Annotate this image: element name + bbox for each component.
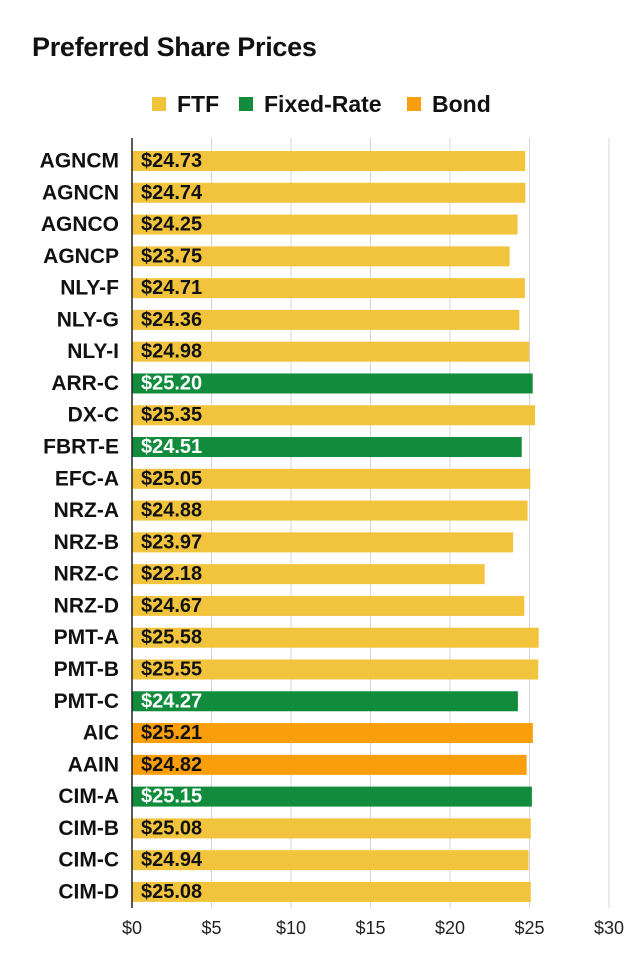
bar <box>132 405 536 426</box>
chart-title: Preferred Share Prices <box>32 32 317 62</box>
legend-item-fixed-rate: Fixed-Rate <box>239 88 382 120</box>
legend-swatch-ftf <box>152 97 166 111</box>
value-label: $23.75 <box>141 245 202 267</box>
category-label: CIM-A <box>58 785 119 808</box>
category-label: NRZ-A <box>54 499 119 522</box>
value-label: $25.15 <box>141 786 202 808</box>
value-label: $24.71 <box>141 277 202 299</box>
legend-item-bond: Bond <box>407 88 491 120</box>
bar <box>132 564 485 585</box>
x-tick-label: $0 <box>122 918 142 938</box>
value-label: $25.08 <box>141 881 202 903</box>
bar <box>132 151 526 171</box>
bar <box>132 182 526 203</box>
category-label: NLY-I <box>67 340 119 363</box>
legend-label-ftf: FTF <box>177 90 220 117</box>
legend-label-bond: Bond <box>432 90 491 117</box>
bar <box>132 659 539 680</box>
bar <box>132 595 525 616</box>
value-label: $25.05 <box>141 468 202 490</box>
bar <box>132 373 533 394</box>
category-label: NLY-F <box>60 277 119 300</box>
category-label: AGNCP <box>43 245 119 268</box>
category-label: NLY-G <box>57 308 119 331</box>
value-label: $25.55 <box>141 658 202 680</box>
x-tick-label: $10 <box>276 918 306 938</box>
legend-label-fixed-rate: Fixed-Rate <box>264 90 382 117</box>
category-label: NRZ-B <box>54 531 119 554</box>
x-tick-label: $25 <box>514 918 544 938</box>
value-label: $24.98 <box>141 341 202 363</box>
category-label: AGNCN <box>42 181 119 204</box>
bar <box>132 532 514 553</box>
x-tick-label: $15 <box>355 918 385 938</box>
legend-item-ftf: FTF <box>152 88 219 120</box>
legend-swatch-bond <box>407 97 421 111</box>
bar <box>132 818 531 839</box>
bar <box>132 500 528 521</box>
bar <box>132 627 539 648</box>
value-label: $24.74 <box>141 182 203 204</box>
category-label: FBRT-E <box>43 436 119 459</box>
bar <box>132 278 525 299</box>
category-label: AGNCO <box>41 213 119 236</box>
bar <box>132 468 531 489</box>
value-label: $24.25 <box>141 214 202 236</box>
value-label: $25.08 <box>141 817 202 839</box>
bar <box>132 246 510 267</box>
value-label: $22.18 <box>141 563 202 585</box>
bar <box>132 723 533 744</box>
value-label: $24.51 <box>141 436 202 458</box>
category-label: NRZ-C <box>54 563 119 586</box>
bar <box>132 437 522 458</box>
category-label: PMT-B <box>54 658 119 681</box>
x-tick-label: $20 <box>435 918 465 938</box>
bar <box>132 691 518 712</box>
bar <box>132 850 529 871</box>
category-label: CIM-D <box>58 880 119 903</box>
value-label: $24.82 <box>141 754 202 776</box>
value-label: $24.73 <box>141 150 202 172</box>
category-label: CIM-C <box>58 849 119 872</box>
category-label: DX-C <box>68 404 119 427</box>
bar <box>132 214 518 235</box>
bar <box>132 786 532 807</box>
value-label: $24.27 <box>141 690 202 712</box>
value-label: $25.21 <box>141 722 202 744</box>
legend-swatch-fixed-rate <box>239 97 253 111</box>
category-label: EFC-A <box>55 467 119 490</box>
x-tick-label: $30 <box>594 918 624 938</box>
value-label: $25.58 <box>141 627 202 649</box>
value-label: $24.67 <box>141 595 202 617</box>
category-label: AGNCM <box>40 150 119 173</box>
bar <box>132 341 530 362</box>
category-label: AAIN <box>68 753 119 776</box>
value-label: $24.88 <box>141 500 202 522</box>
category-label: PMT-C <box>54 690 119 713</box>
value-label: $25.20 <box>141 372 202 394</box>
legend: FTF Fixed-Rate Bond <box>0 88 640 120</box>
x-tick-label: $5 <box>201 918 221 938</box>
category-label: ARR-C <box>51 372 119 395</box>
bar <box>132 754 527 775</box>
category-label: AIC <box>83 722 119 745</box>
value-label: $23.97 <box>141 531 202 553</box>
value-label: $25.35 <box>141 404 202 426</box>
value-label: $24.94 <box>141 849 203 871</box>
value-label: $24.36 <box>141 309 202 331</box>
bar <box>132 309 520 330</box>
bar <box>132 881 531 902</box>
category-label: CIM-B <box>58 817 119 840</box>
category-label: NRZ-D <box>54 594 119 617</box>
category-label: PMT-A <box>54 626 119 649</box>
